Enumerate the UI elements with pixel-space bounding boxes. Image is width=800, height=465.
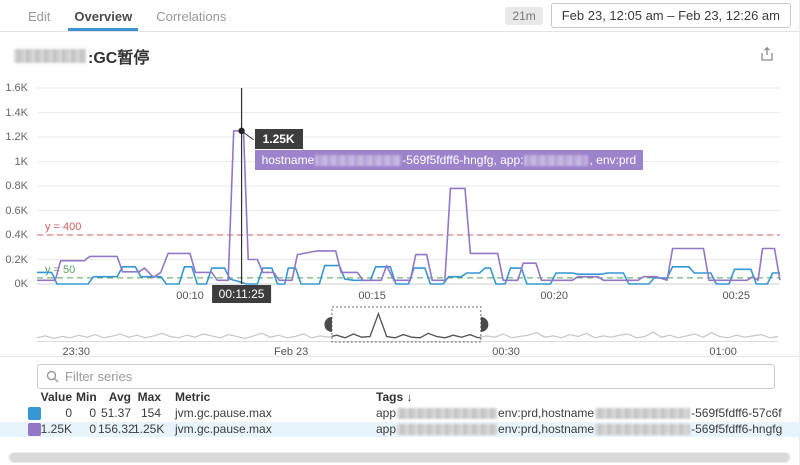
redacted-app [524, 154, 589, 166]
y-tick-label: 1.2K [5, 131, 28, 143]
share-icon[interactable] [759, 46, 775, 67]
x-tick-label: 00:25 [722, 290, 751, 302]
cell-tags: app env:prd,hostname -569f5fdff6-57c6f [376, 406, 782, 420]
y-tick-label: 0.4K [5, 229, 28, 241]
redacted-tag [595, 424, 691, 435]
y-tick-label: 1K [14, 155, 28, 168]
cell-min: 0 [89, 406, 96, 420]
duration-badge: 21m [505, 6, 543, 25]
tooltip-tags: hostname -569f5fdff6-hngfg, app: , env:prd [254, 150, 644, 170]
cell-avg: 51.37 [100, 406, 131, 420]
x-tick-label: 00:10 [176, 290, 204, 302]
col-min[interactable]: Min [76, 390, 97, 404]
tooltip-tag-text: -569f5fdff6-hngfg, app: [402, 153, 524, 167]
tooltip-tag-text: , env:prd [589, 153, 637, 167]
redacted-tag [397, 424, 498, 435]
cell-metric: jvm.gc.pause.max [175, 406, 272, 420]
title-row: :GC暂停 [14, 44, 785, 68]
horizontal-scrollbar[interactable] [8, 452, 791, 463]
minimap-tick-label: 00:30 [492, 346, 520, 358]
date-range-picker[interactable]: Feb 23, 12:05 am – Feb 23, 12:26 am [550, 3, 791, 28]
col-avg[interactable]: Avg [108, 390, 131, 404]
cell-max: 154 [140, 406, 161, 420]
y-tick-label: 0.8K [5, 180, 28, 192]
y-tick-label: 0.2K [5, 253, 28, 266]
cursor-time-badge: 00:11:25 [211, 285, 272, 303]
redacted-tag [397, 408, 498, 419]
x-tick-label: 00:15 [358, 290, 386, 302]
col-value[interactable]: Value [40, 390, 72, 404]
timeseries-chart[interactable]: 0K 0.2K 0.4K 0.6K 0.8K 1K 1.2K 1.4K 1.6K y = 400… [5, 82, 781, 318]
cell-metric: jvm.gc.pause.max [175, 422, 272, 436]
minimap-tick-label: 01:00 [709, 346, 737, 358]
tab-correlations[interactable]: Correlations [156, 9, 227, 24]
cell-value: 0 [65, 406, 72, 420]
y-tick-label: 0.6K [5, 204, 28, 217]
selection-handle-left[interactable] [324, 317, 332, 332]
magnifier-icon [46, 370, 59, 383]
tab-overview[interactable]: Overview [62, 0, 144, 31]
tooltip-tag-text: hostname [261, 153, 315, 167]
section-divider [0, 356, 799, 357]
series-swatch-purple [28, 423, 41, 436]
cell-avg: 156.32 [98, 422, 135, 436]
cell-min: 0 [89, 422, 96, 436]
topbar: Edit Overview Correlations 21m Feb 23, 1… [0, 0, 799, 32]
col-tags-sorted[interactable]: Tags ↓ [376, 390, 413, 404]
filter-series-input[interactable] [65, 369, 766, 384]
col-metric[interactable]: Metric [175, 390, 211, 404]
minimap-sparkline[interactable] [36, 306, 779, 344]
y-tick-label: 1.6K [5, 82, 28, 94]
y-tick-label: 0K [14, 278, 28, 290]
time-range-selector[interactable]: 23:30 Feb 23 00:30 01:00 [36, 306, 779, 358]
col-max[interactable]: Max [137, 390, 161, 404]
y-tick-label: 1.4K [5, 106, 28, 119]
scrollbar-thumb[interactable] [10, 453, 789, 462]
tooltip-value: 1.25K [254, 129, 303, 149]
y-axis-labels: 0K 0.2K 0.4K 0.6K 0.8K 1K 1.2K 1.4K 1.6K [0, 82, 32, 290]
svg-text:y = 50: y = 50 [45, 264, 75, 276]
minimap-tick-label: 23:30 [62, 346, 91, 358]
table-row-selected[interactable]: 1.25K 0 156.32 1.25K jvm.gc.pause.max ap… [0, 422, 800, 437]
chart-tooltip: 1.25K hostname -569f5fdff6-hngfg, app: , e… [254, 129, 644, 170]
cell-max: 1.25K [133, 422, 165, 436]
page-title-text: :GC暂停 [88, 50, 150, 67]
chart-plot-area[interactable]: y = 400 y = 50 [37, 87, 781, 285]
svg-text:y = 400: y = 400 [45, 221, 81, 233]
redacted-title-prefix [14, 49, 86, 63]
tab-edit[interactable]: Edit [28, 9, 51, 24]
redacted-hostname [315, 154, 402, 166]
redacted-tag [595, 408, 691, 419]
series-swatch-blue [28, 407, 41, 420]
tab-bar: Edit Overview Correlations [16, 0, 238, 31]
topbar-right: 21m Feb 23, 12:05 am – Feb 23, 12:26 am [505, 0, 799, 31]
cell-value: 1.25K [40, 422, 72, 436]
selection-handle-right[interactable] [480, 317, 489, 332]
page-title: :GC暂停 [14, 44, 785, 68]
table-row[interactable]: 0 0 51.37 154 jvm.gc.pause.max app env:pr… [0, 406, 800, 421]
minimap-tick-label: Feb 23 [274, 346, 309, 358]
x-tick-label: 00:20 [540, 290, 568, 302]
table-header: Value Min Avg Max Metric Tags ↓ [0, 390, 800, 405]
filter-series-box[interactable] [37, 364, 775, 389]
series-table: Value Min Avg Max Metric Tags ↓ 0 0 51.3… [0, 390, 800, 437]
cell-tags: app env:prd,hostname -569f5fdff6-hngfg [376, 422, 783, 436]
